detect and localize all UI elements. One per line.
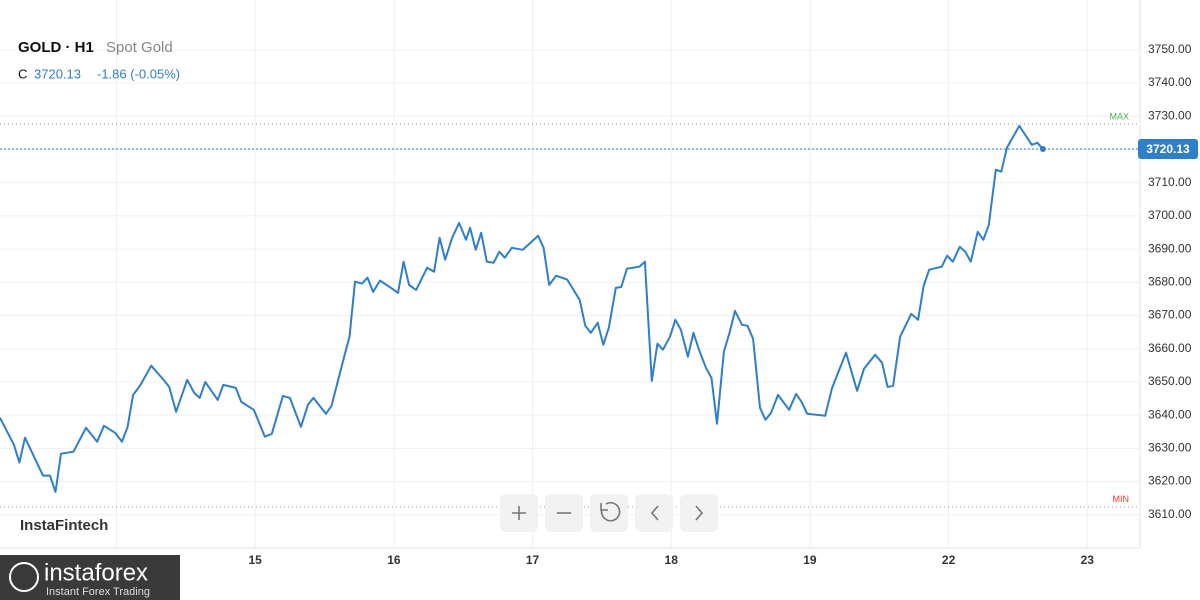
scroll-right-button[interactable] [680, 494, 718, 532]
grid: 3610.00 3620.00 3630.00 3640.00 3650.00 3660.… [0, 0, 1192, 567]
close-label-box [1138, 139, 1198, 160]
price-line [0, 124, 1044, 493]
reset-button[interactable] [590, 494, 628, 532]
reset-icon [600, 501, 621, 522]
logo-tagline: Instant Forex Trading [46, 586, 150, 598]
plot: MAX MIN 3720.13 [0, 111, 1198, 508]
close-prefix: C [18, 66, 27, 81]
x-tick-label: 17 [526, 553, 540, 567]
y-tick-label: 3630.00 [1148, 441, 1192, 455]
y-tick-label: 3740.00 [1148, 75, 1192, 89]
logo-name: instaforex [44, 559, 148, 586]
x-tick-label: 18 [665, 553, 679, 567]
last-point [1039, 146, 1046, 153]
plus-icon [512, 506, 526, 520]
min-label: MIN [1113, 494, 1130, 504]
y-tick-label: 3730.00 [1148, 108, 1192, 122]
y-tick-label: 3660.00 [1148, 341, 1192, 355]
y-tick-label: 3680.00 [1148, 274, 1192, 288]
logo: instaforex Instant Forex Trading [0, 555, 180, 600]
y-tick-label: 3710.00 [1148, 175, 1192, 189]
change: -1.86 (-0.05%) [97, 66, 180, 81]
y-tick-label: 3750.00 [1148, 42, 1192, 56]
left-icon [650, 505, 659, 521]
x-tick-label: 16 [387, 553, 401, 567]
y-tick-label: 3640.00 [1148, 407, 1192, 421]
close-value: 3720.13 [34, 66, 81, 81]
x-tick-label: 15 [249, 553, 263, 567]
y-tick-label: 3620.00 [1148, 474, 1192, 488]
x-tick-label: 19 [803, 553, 817, 567]
symbol: GOLD · H1 [18, 39, 94, 56]
instrument-name: Spot Gold [106, 39, 173, 56]
logo-background [0, 555, 180, 600]
y-tick-label: 3690.00 [1148, 241, 1192, 255]
close-label: 3720.13 [1146, 142, 1190, 156]
y-tick-label: 3610.00 [1148, 507, 1192, 521]
y-tick-label: 3670.00 [1148, 308, 1192, 322]
logo-icon [9, 562, 39, 592]
y-tick-label: 3700.00 [1148, 208, 1192, 222]
x-tick-label: 22 [942, 553, 956, 567]
y-tick-label: 3650.00 [1148, 374, 1192, 388]
watermark: InstaFintech [20, 517, 108, 534]
right-icon [695, 505, 704, 521]
scroll-left-button[interactable] [635, 494, 673, 532]
max-label: MAX [1109, 111, 1129, 121]
toolbar [500, 494, 718, 532]
x-tick-label: 23 [1081, 553, 1095, 567]
